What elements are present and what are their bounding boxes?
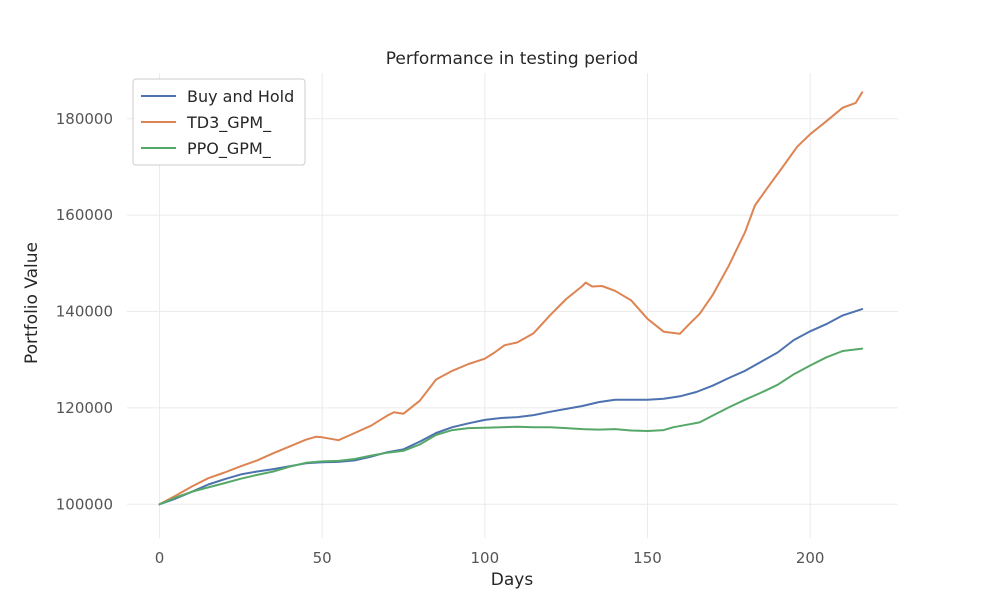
x-tick-label: 200 <box>796 549 825 567</box>
series-line-2 <box>158 91 864 506</box>
x-axis-label: Days <box>491 570 534 590</box>
series-line-1 <box>158 308 864 506</box>
y-tick-label: 180000 <box>56 110 113 128</box>
grid <box>127 73 898 538</box>
legend-frame <box>132 78 306 166</box>
legend-label: PPO_GPM_ <box>187 139 272 159</box>
series-line-3 <box>158 347 864 506</box>
y-tick-label: 160000 <box>56 206 113 224</box>
series-lines <box>158 91 864 506</box>
y-tick-label: 140000 <box>56 303 113 321</box>
legend-label: TD3_GPM_ <box>186 113 272 133</box>
x-tick-label: 0 <box>155 549 165 567</box>
legend-label: Buy and Hold <box>187 87 294 106</box>
x-tick-label: 100 <box>471 549 500 567</box>
chart-title: Performance in testing period <box>386 49 639 69</box>
legend: Buy and Hold TD3_GPM_ PPO_GPM_ <box>132 78 306 166</box>
y-tick-label: 100000 <box>56 495 113 513</box>
x-tick-label: 50 <box>313 549 332 567</box>
y-axis-label: Portfolio Value <box>22 242 42 364</box>
x-tick-label: 150 <box>633 549 662 567</box>
y-tick-label: 120000 <box>56 399 113 417</box>
tick-labels: 0 50 100 150 200 100000 120000 140000 160000 1800… <box>56 110 825 567</box>
